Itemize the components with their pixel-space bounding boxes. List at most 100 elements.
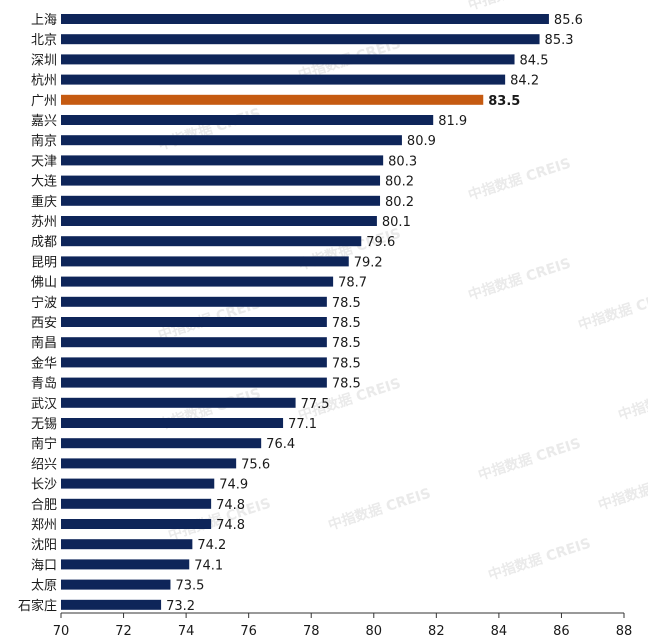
value-label: 78.7 xyxy=(338,276,367,291)
value-label: 78.5 xyxy=(332,316,361,331)
x-tick-label: 70 xyxy=(53,624,70,639)
value-label: 73.2 xyxy=(166,599,195,614)
x-tick-label: 76 xyxy=(240,624,257,639)
bar-宁波 xyxy=(61,296,327,307)
bar-武汉 xyxy=(61,397,296,408)
value-label: 85.3 xyxy=(545,33,574,48)
value-label: 85.6 xyxy=(554,13,583,28)
category-label: 长沙 xyxy=(31,478,57,493)
watermark-text: 中指数据 CREIS xyxy=(156,105,263,154)
bar-绍兴 xyxy=(61,458,237,469)
value-label: 81.9 xyxy=(438,114,467,129)
category-label: 合肥 xyxy=(31,498,57,513)
bar-杭州 xyxy=(61,74,506,85)
category-label: 无锡 xyxy=(31,417,57,432)
bar-合肥 xyxy=(61,498,212,509)
bar-金华 xyxy=(61,357,327,368)
category-label: 苏州 xyxy=(31,214,57,230)
value-label: 74.9 xyxy=(219,478,248,493)
bar-北京 xyxy=(61,34,540,45)
bar-太原 xyxy=(61,579,171,590)
category-label: 海口 xyxy=(31,558,57,573)
bar-青岛 xyxy=(61,377,327,388)
category-label: 成都 xyxy=(31,235,57,250)
watermark-text: 中指数据 CREIS xyxy=(326,485,433,534)
category-label: 重庆 xyxy=(31,194,57,210)
value-label: 80.3 xyxy=(388,154,417,169)
value-label: 77.1 xyxy=(288,417,317,432)
category-label: 绍兴 xyxy=(31,457,57,472)
value-label: 75.6 xyxy=(241,457,270,472)
category-label: 金华 xyxy=(31,355,57,371)
bar-广州 xyxy=(61,94,484,105)
category-label: 武汉 xyxy=(31,397,57,412)
x-tick-label: 86 xyxy=(553,624,570,639)
watermark-text: 中指数据 CREIS xyxy=(476,435,583,484)
x-tick-label: 74 xyxy=(178,624,195,639)
bar-昆明 xyxy=(61,256,349,267)
watermark-text: 中指数据 CREIS xyxy=(486,535,593,584)
value-label: 79.6 xyxy=(366,235,395,250)
value-label: 78.5 xyxy=(332,356,361,371)
bar-海口 xyxy=(61,559,190,570)
value-label: 78.5 xyxy=(332,377,361,392)
category-label: 昆明 xyxy=(31,255,57,270)
watermark-text: 中指数据 CREIS xyxy=(616,375,648,424)
value-label: 83.5 xyxy=(488,94,520,109)
bar-石家庄 xyxy=(61,599,162,610)
watermark-text: 中指数据 CREIS xyxy=(466,0,573,14)
category-label: 宁波 xyxy=(31,295,57,311)
watermark-text: 中指数据 CREIS xyxy=(576,285,648,334)
bar-上海 xyxy=(61,14,549,24)
category-label: 北京 xyxy=(31,33,57,48)
bar-无锡 xyxy=(61,418,284,428)
bar-成都 xyxy=(61,236,362,247)
value-label: 80.1 xyxy=(382,215,411,230)
bar-天津 xyxy=(61,155,384,166)
x-tick-label: 84 xyxy=(491,624,508,639)
x-tick-label: 78 xyxy=(303,624,320,639)
value-label: 78.5 xyxy=(332,296,361,311)
bar-大连 xyxy=(61,175,381,186)
value-label: 78.5 xyxy=(332,336,361,351)
bar-series xyxy=(61,14,549,610)
category-label: 南宁 xyxy=(31,436,57,452)
bar-郑州 xyxy=(61,519,212,529)
value-label: 80.2 xyxy=(385,195,414,210)
bar-南宁 xyxy=(61,438,262,449)
bar-苏州 xyxy=(61,216,377,226)
x-tick-label: 80 xyxy=(366,624,383,639)
bar-长沙 xyxy=(61,478,215,489)
value-label: 74.8 xyxy=(216,498,245,513)
x-tick-label: 88 xyxy=(616,624,633,639)
watermark-text: 中指数据 CREIS xyxy=(596,465,648,514)
bar-嘉兴 xyxy=(61,115,434,125)
category-label: 深圳 xyxy=(31,53,57,68)
bar-重庆 xyxy=(61,195,381,206)
value-label: 84.5 xyxy=(520,53,549,68)
bar-南京 xyxy=(61,135,402,146)
category-label: 广州 xyxy=(31,94,57,109)
value-label: 74.8 xyxy=(216,518,245,533)
value-label: 76.4 xyxy=(266,437,295,452)
category-label: 南昌 xyxy=(31,335,57,351)
category-label: 上海 xyxy=(31,13,57,28)
bar-深圳 xyxy=(61,54,515,65)
x-tick-label: 82 xyxy=(428,624,445,639)
category-label: 西安 xyxy=(31,316,57,331)
watermark-text: 中指数据 CREIS xyxy=(466,255,573,304)
category-label: 青岛 xyxy=(31,376,57,392)
category-label: 杭州 xyxy=(31,74,57,89)
category-label: 嘉兴 xyxy=(31,114,57,129)
category-label: 石家庄 xyxy=(18,598,57,614)
value-label: 74.1 xyxy=(194,558,223,573)
x-axis: 70 72 74 76 78 80 82 84 86 88 xyxy=(53,612,633,639)
bar-佛山 xyxy=(61,276,334,287)
bar-沈阳 xyxy=(61,539,193,550)
value-label: 74.2 xyxy=(197,538,226,553)
category-label: 太原 xyxy=(31,579,57,594)
value-label: 80.2 xyxy=(385,175,414,190)
category-label: 佛山 xyxy=(31,276,57,291)
